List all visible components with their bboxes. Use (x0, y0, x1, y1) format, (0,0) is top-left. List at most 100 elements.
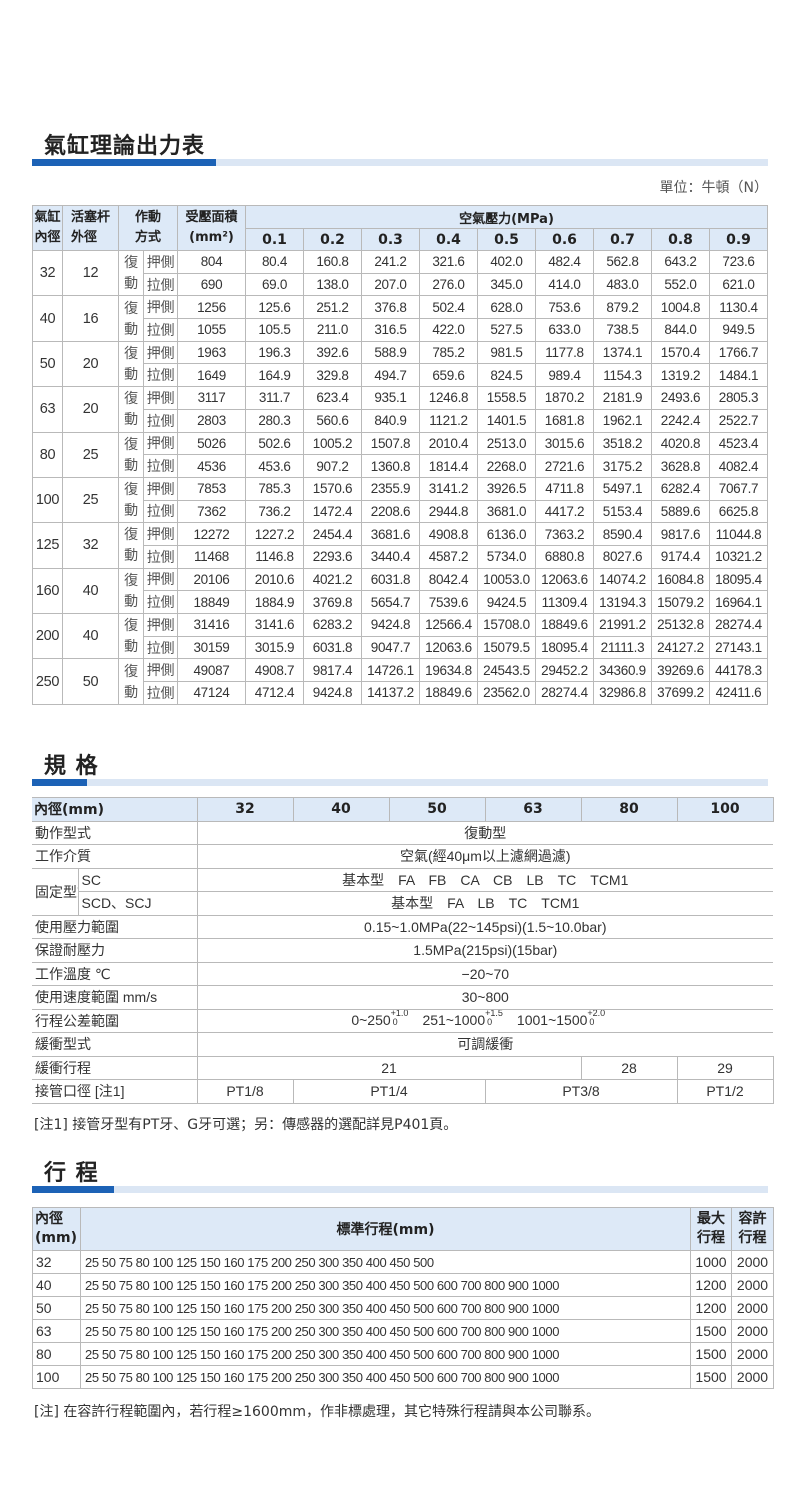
force-cell: 5654.7 (361, 590, 420, 614)
cushion-stroke-label: 緩衝行程 (32, 1055, 198, 1080)
tolerance-limits: +1.0 0 (391, 1010, 409, 1027)
bore-cell: 160 (32, 567, 63, 615)
spec-row: 接管口徑 [注1] PT1/8 PT1/4 PT3/8 PT1/2 (32, 1079, 774, 1104)
force-cell: 5497.1 (593, 476, 652, 501)
max-stroke-cell: 1500 (690, 1319, 732, 1343)
force-cell: 981.5 (477, 340, 536, 365)
force-cell: 12063.6 (535, 567, 594, 592)
force-cell: 15708.0 (477, 613, 536, 637)
force-cell: 316.5 (361, 318, 420, 342)
action-type-char: 復 (124, 390, 138, 407)
force-cell: 15079.2 (651, 590, 710, 614)
max-stroke-cell: 1000 (690, 1250, 732, 1274)
header-bore-value: 40 (293, 797, 390, 822)
side-push-cell: 押側 (143, 658, 178, 683)
header-bore-value: 63 (485, 797, 582, 822)
cushion-stroke-value: 29 (677, 1055, 774, 1080)
force-cell: 24543.5 (477, 658, 536, 683)
area-cell: 1256 (177, 295, 246, 320)
section-divider (32, 779, 768, 786)
force-cell: 907.2 (303, 454, 362, 478)
force-cell: 16964.1 (708, 590, 769, 614)
force-cell: 2805.3 (708, 386, 769, 410)
force-cell: 23562.0 (477, 681, 536, 705)
force-cell: 18849.6 (535, 613, 594, 637)
force-cell: 1360.8 (361, 454, 420, 478)
unit-label: 單位：牛頓（N） (659, 180, 768, 196)
side-pull-cell: 拉側 (143, 318, 178, 342)
force-cell: 402.0 (477, 250, 536, 274)
header-area-text: 受壓面積 (185, 210, 238, 225)
force-cell: 1177.8 (535, 340, 594, 365)
spec-row: 固定型式SC基本型 FA FB CA CB LB TC TCM1 (32, 867, 774, 916)
force-cell: 5889.6 (651, 499, 710, 524)
force-cell: 329.8 (303, 363, 362, 388)
mount-sub-label: SC (78, 867, 198, 892)
pressure-range-value: 0.15~1.0MPa(22~145psi)(1.5~10.0bar) (197, 914, 774, 939)
header-bore-value: 32 (197, 797, 294, 822)
bore-cell: 250 (32, 658, 63, 705)
tolerance-label: 行程公差範圍 (32, 1008, 198, 1033)
port-value: PT1/2 (677, 1079, 774, 1104)
action-type-char: 動 (124, 547, 138, 564)
standard-strokes-cell: 25 50 75 80 100 125 150 160 175 200 250 … (80, 1342, 691, 1366)
force-cell: 164.9 (245, 363, 304, 388)
temperature-label: 工作溫度 ℃ (32, 961, 198, 986)
force-cell: 16084.8 (651, 567, 710, 592)
force-cell: 6282.4 (651, 476, 710, 501)
header-pressure-value: 0.7 (593, 228, 652, 251)
table-row: 200 40 復動押側 31416 3141.6 6283.2 9424.8 12566.4 1… (32, 612, 769, 660)
force-cell: 44178.3 (708, 658, 769, 683)
action-type-cell: 復動 (118, 612, 144, 660)
tolerance-limits: +2.0 0 (587, 1010, 605, 1027)
force-cell: 3015.9 (245, 635, 304, 660)
table-row: 拉側 2803 280.3 560.6 840.9 1121.2 1401.5 1681.8 1… (33, 408, 769, 433)
force-cell: 10321.2 (708, 544, 769, 569)
area-cell: 1055 (177, 318, 246, 342)
action-type-char: 動 (124, 411, 138, 428)
force-cell: 207.0 (361, 272, 420, 297)
header-pressure-value: 0.8 (651, 228, 710, 251)
table-row: 50 25 50 75 80 100 125 150 160 175 200 25… (32, 1296, 774, 1320)
force-cell: 1374.1 (593, 340, 652, 365)
force-cell: 14726.1 (361, 658, 420, 683)
area-cell: 1649 (177, 363, 246, 388)
area-cell: 18849 (177, 590, 246, 614)
bore-cell: 80 (32, 431, 63, 478)
force-cell: 2944.8 (419, 499, 478, 524)
temperature-value: −20~70 (197, 961, 774, 986)
pressure-range-label: 使用壓力範圍 (32, 914, 198, 939)
force-cell: 42411.6 (708, 681, 769, 705)
action-type-cell: 復動 (118, 431, 144, 478)
table-row: 125 32 復動押側 12272 1227.2 2454.4 3681.6 4908.8 61… (32, 522, 769, 569)
action-type-cell: 復動 (118, 476, 144, 524)
force-cell: 4021.2 (303, 567, 362, 592)
force-cell: 37699.2 (651, 681, 710, 705)
table-row: 拉側 4536 453.6 907.2 1360.8 1814.4 2268.0 2721.6… (33, 454, 769, 478)
tolerance-value: 0~250 +1.0 0 251~1000 +1.5 0 1001~1500 +2.0 0 (197, 1008, 774, 1033)
table-row: 拉側 18849 1884.9 3769.8 5654.7 7539.6 9424.5 113… (33, 590, 769, 614)
bore-cell: 40 (32, 295, 63, 342)
action-type-char: 動 (124, 320, 138, 337)
action-type-char: 動 (124, 683, 138, 700)
header-bore-label: 內徑(mm) (32, 797, 198, 822)
force-cell: 560.6 (303, 408, 362, 433)
force-cell: 1246.8 (419, 386, 478, 410)
allowable-stroke-cell: 2000 (731, 1273, 774, 1297)
action-type-char: 動 (124, 275, 138, 292)
force-cell: 628.0 (477, 295, 536, 320)
force-cell: 6880.8 (535, 544, 594, 569)
force-cell: 4082.4 (708, 454, 769, 478)
force-cell: 27143.1 (708, 635, 769, 660)
force-cell: 935.1 (361, 386, 420, 410)
force-cell: 2355.9 (361, 476, 420, 501)
force-cell: 1005.2 (303, 431, 362, 456)
header-pressure-value: 0.4 (419, 228, 478, 251)
bore-cell: 63 (32, 386, 63, 433)
force-cell: 251.2 (303, 295, 362, 320)
rod-cell: 50 (62, 658, 119, 705)
bore-cell: 200 (32, 612, 63, 660)
tolerance-minus: 0 (487, 1016, 493, 1027)
force-cell: 138.0 (303, 272, 362, 297)
force-cell: 1962.1 (593, 408, 652, 433)
